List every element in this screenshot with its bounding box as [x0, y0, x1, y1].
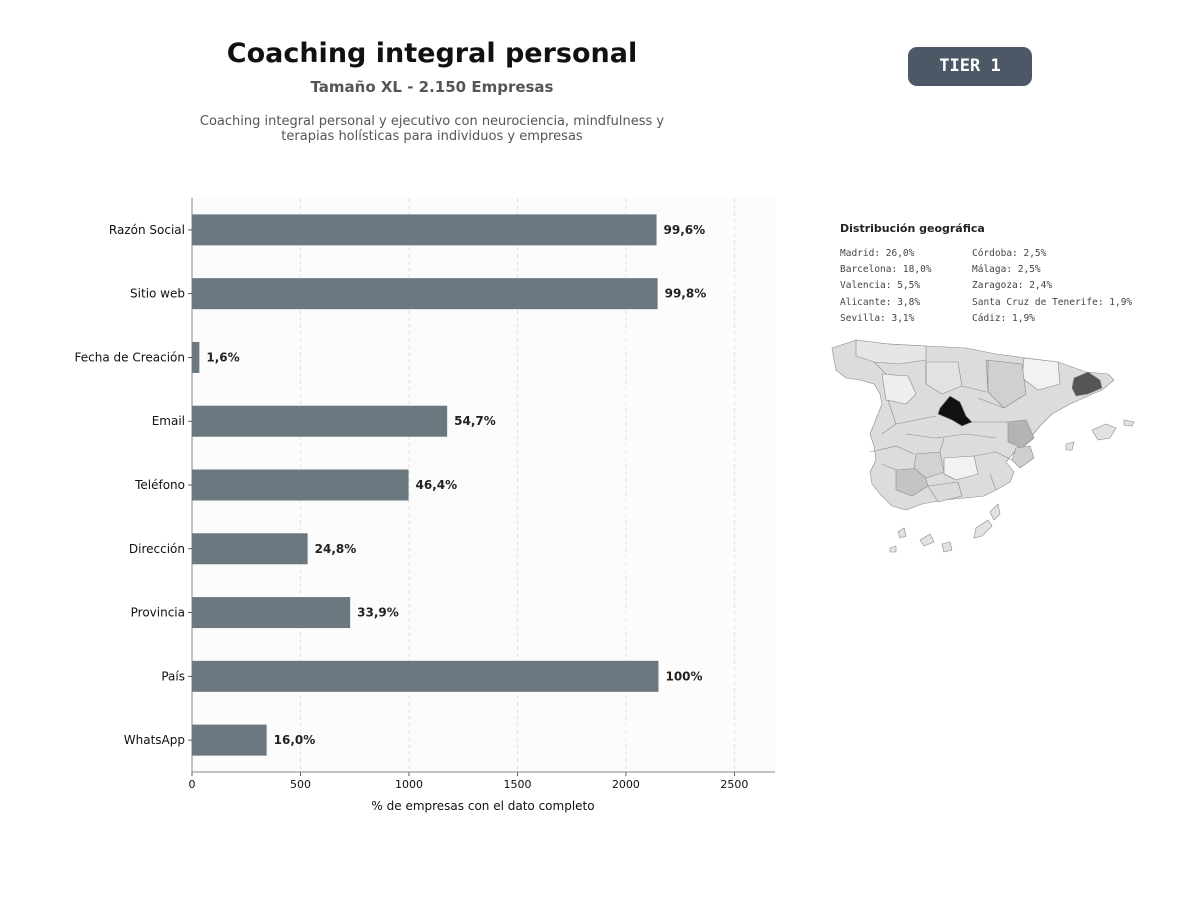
category-label: Razón Social	[109, 223, 185, 237]
bar	[192, 341, 200, 373]
map-jaen	[943, 455, 979, 481]
geo-item: Málaga: 2,5%	[972, 264, 1041, 276]
map-region	[985, 359, 1027, 409]
map-canary	[919, 533, 935, 547]
tier-badge: TIER 1	[908, 47, 1032, 86]
category-label: Sitio web	[130, 287, 185, 301]
chart-subtitle: Tamaño XL - 2.150 Empresas	[310, 78, 554, 96]
map-alicante	[1011, 445, 1035, 469]
chart-description: Coaching integral personal y ejecutivo c…	[199, 114, 665, 144]
geo-item: Zaragoza: 2,4%	[972, 280, 1053, 292]
x-axis-label: % de empresas con el dato completo	[371, 799, 594, 813]
value-label: 99,8%	[665, 287, 707, 301]
x-tick-label: 2000	[612, 778, 640, 791]
geo-item: Córdoba: 2,5%	[972, 248, 1047, 259]
geo-item: Santa Cruz de Tenerife: 1,9%	[972, 296, 1133, 308]
category-label: Email	[152, 414, 185, 428]
map-region	[881, 373, 917, 405]
value-label: 24,8%	[315, 542, 357, 556]
map-mallorca	[1091, 423, 1117, 441]
value-label: 16,0%	[274, 733, 316, 747]
map-mainland	[831, 339, 1115, 511]
category-label: Dirección	[129, 542, 185, 556]
map-cordoba	[913, 451, 945, 479]
category-label: Provincia	[131, 606, 185, 620]
x-tick-label: 0	[189, 778, 196, 791]
map-canary	[989, 503, 1001, 521]
bar	[192, 533, 308, 565]
bar	[192, 597, 351, 629]
map-canary	[897, 527, 907, 539]
map-valencia	[1007, 419, 1035, 449]
bar-chart: 0 500 1000 1500 2000 2500 Razón Social 99,6% Sit…	[75, 198, 775, 813]
geo-item: Cádiz: 1,9%	[972, 312, 1035, 324]
bar	[192, 214, 657, 246]
bar	[192, 660, 659, 692]
category-label: Teléfono	[134, 478, 185, 492]
bar	[192, 405, 448, 437]
geo-list-right: Córdoba: 2,5% Málaga: 2,5% Zaragoza: 2,4…	[972, 246, 1132, 327]
map-menorca	[1123, 419, 1135, 427]
value-label: 1,6%	[206, 350, 239, 364]
bar	[192, 724, 267, 756]
map-ibiza	[1065, 441, 1075, 451]
category-label: WhatsApp	[124, 733, 185, 747]
value-label: 54,7%	[454, 414, 496, 428]
map-canary	[941, 541, 953, 553]
x-tick-label: 2500	[720, 778, 748, 791]
category-label: Fecha de Creación	[75, 350, 185, 364]
geo-item: Valencia: 5,5%	[840, 280, 921, 292]
x-tick-label: 500	[290, 778, 311, 791]
value-label: 99,6%	[664, 223, 706, 237]
geo-item: Alicante: 3,8%	[840, 296, 921, 308]
value-label: 46,4%	[416, 478, 458, 492]
chart-title: Coaching integral personal	[226, 38, 638, 69]
map-malaga	[927, 481, 963, 503]
bar	[192, 278, 658, 310]
x-tick-label: 1500	[503, 778, 531, 791]
category-label: País	[161, 669, 185, 683]
map-region	[855, 339, 927, 365]
value-label: 33,9%	[357, 606, 399, 620]
geo-item: Barcelona: 18,0%	[840, 264, 932, 276]
geo-item: Sevilla: 3,1%	[840, 312, 915, 324]
map-barcelona	[1071, 371, 1103, 397]
map-canary	[973, 519, 993, 539]
spain-choropleth-map	[831, 339, 1135, 553]
value-label: 100%	[665, 669, 702, 683]
bar	[192, 469, 409, 501]
map-canary	[889, 545, 897, 553]
geo-distribution-title: Distribución geográfica	[840, 222, 985, 235]
geo-item: Madrid: 26,0%	[840, 248, 915, 259]
geo-list-left: Madrid: 26,0% Barcelona: 18,0% Valencia:…	[840, 246, 932, 327]
x-tick-label: 1000	[395, 778, 423, 791]
